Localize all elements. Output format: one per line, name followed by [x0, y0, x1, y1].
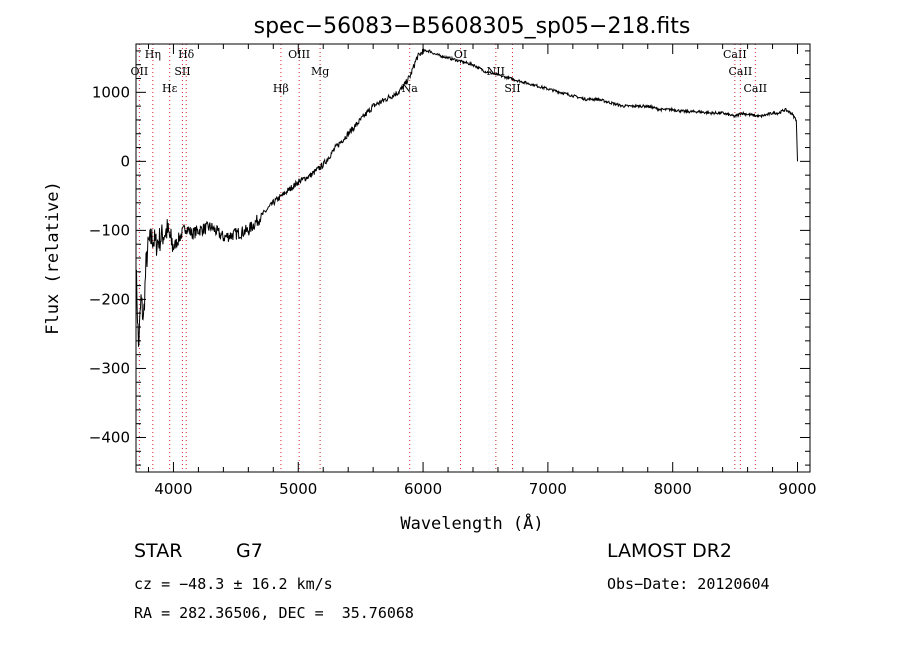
spectral-subclass: G7: [236, 540, 263, 562]
coordinates: RA = 282.36506, DEC = 35.76068: [134, 604, 414, 622]
line-marker-label: OII: [131, 65, 149, 78]
chart-title: spec−56083−B5608305_sp05−218.fits: [254, 14, 691, 39]
line-marker-label: SII: [504, 82, 520, 95]
plot-frame: [135, 43, 811, 473]
line-marker-label: Hδ: [178, 48, 195, 61]
x-tick-label: 6000: [404, 480, 442, 498]
line-marker-label: SII: [174, 65, 190, 78]
redshift-velocity: cz = −48.3 ± 16.2 km/s: [134, 575, 333, 593]
x-tick-label: 9000: [778, 480, 816, 498]
x-tick-label: 4000: [154, 480, 192, 498]
y-tick-label: −400: [89, 428, 130, 446]
y-tick-label: 1000: [92, 83, 130, 101]
y-tick-label: 0: [120, 152, 130, 170]
y-tick-label: −100: [89, 221, 130, 239]
spectral-line-markers: HηOIIHεHδSIIHβOIIIMgNaOINIISIICaIICaIICa…: [131, 44, 767, 472]
y-tick-label: −300: [89, 359, 130, 377]
object-type: STAR: [134, 540, 183, 562]
x-tick-label: 8000: [654, 480, 692, 498]
line-marker-label: CaII: [743, 82, 767, 95]
line-marker-label: OI: [454, 48, 467, 61]
y-tick-label: −200: [89, 290, 130, 308]
spectrum-line: [135, 48, 798, 347]
line-marker-label: CaII: [729, 65, 753, 78]
line-marker-label: Na: [402, 82, 419, 95]
observation-date: Obs−Date: 20120604: [607, 575, 770, 593]
y-axis-label: Flux (relative): [43, 181, 63, 335]
line-marker-label: Hη: [145, 48, 161, 61]
line-marker-label: OIII: [288, 48, 310, 61]
survey-name: LAMOST DR2: [607, 540, 732, 562]
x-axis-label: Wavelength (Å): [400, 512, 543, 534]
x-tick-label: 5000: [279, 480, 317, 498]
axes: 4000 5000 6000 7000 8000 9000 −400 −300 −200 −100…: [89, 44, 817, 498]
line-marker-label: Hβ: [273, 82, 289, 95]
line-marker-label: Hε: [162, 82, 178, 95]
spectrum-series: [135, 48, 798, 347]
line-marker-label: CaII: [723, 48, 747, 61]
x-tick-label: 7000: [529, 480, 567, 498]
line-marker-label: Mg: [311, 65, 329, 78]
